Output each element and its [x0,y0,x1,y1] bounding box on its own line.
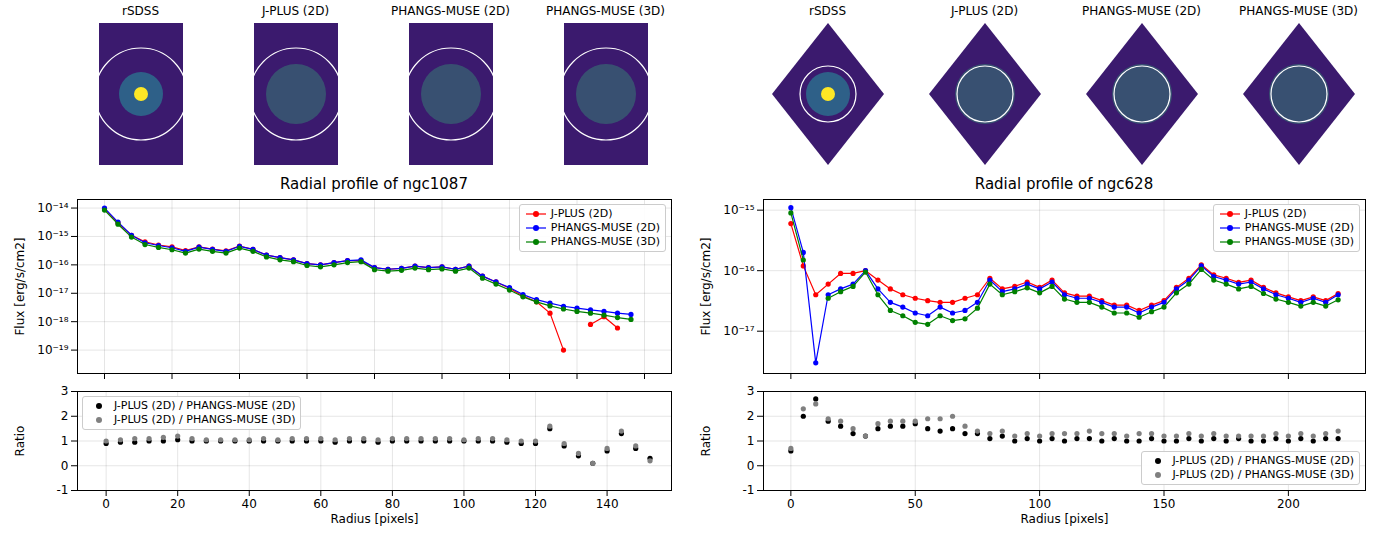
svg-text:20: 20 [170,497,185,511]
svg-text:Radius [pixels]: Radius [pixels] [330,512,418,526]
html-text:J-PLUS (2D): J-PLUS (2D) [950,4,1019,18]
svg-text:10⁻¹⁹: 10⁻¹⁹ [37,343,68,357]
svg-text:100: 100 [453,497,476,511]
html-text:rSDSS: rSDSS [122,4,159,18]
svg-text:2: 2 [747,409,755,423]
html-text:J-PLUS (2D) / PHANGS-MUSE (3D): J-PLUS (2D) / PHANGS-MUSE (3D) [114,413,296,426]
svg-text:100: 100 [1028,497,1051,511]
svg-text:200: 200 [1277,497,1300,511]
svg-text:0: 0 [61,459,69,473]
html-text:J-PLUS (2D) / PHANGS-MUSE (3D): J-PLUS (2D) / PHANGS-MUSE (3D) [1172,468,1354,481]
html-text:rSDSS: rSDSS [809,4,846,18]
svg-text:0: 0 [787,497,795,511]
svg-text:Flux [erg/s/cm2]: Flux [erg/s/cm2] [13,237,27,335]
svg-text:Radius [pixels]: Radius [pixels] [1020,512,1108,526]
html-text:PHANGS-MUSE (3D): PHANGS-MUSE (3D) [1244,235,1354,248]
svg-text:0: 0 [102,497,110,511]
html-text:PHANGS-MUSE (2D): PHANGS-MUSE (2D) [391,4,510,18]
svg-text:10⁻¹⁴: 10⁻¹⁴ [37,201,68,215]
html-text:PHANGS-MUSE (3D): PHANGS-MUSE (3D) [1239,4,1358,18]
svg-text:2: 2 [61,409,69,423]
svg-text:Flux [erg/s/cm2]: Flux [erg/s/cm2] [699,237,713,335]
html-text:J-PLUS (2D): J-PLUS (2D) [261,4,330,18]
svg-text:10⁻¹⁵: 10⁻¹⁵ [723,203,754,217]
html-text:J-PLUS (2D): J-PLUS (2D) [1244,207,1307,220]
html-text:PHANGS-MUSE (2D): PHANGS-MUSE (2D) [1244,221,1354,234]
html-text:PHANGS-MUSE (2D): PHANGS-MUSE (2D) [1082,4,1201,18]
svg-text:Ratio: Ratio [13,426,27,457]
svg-text:10⁻¹⁶: 10⁻¹⁶ [37,258,68,272]
svg-text:3: 3 [747,385,755,398]
svg-text:10⁻¹⁶: 10⁻¹⁶ [723,264,754,278]
svg-text:-1: -1 [743,483,755,497]
svg-text:1: 1 [747,434,755,448]
svg-text:10⁻¹⁸: 10⁻¹⁸ [37,315,68,329]
html-text:PHANGS-MUSE (3D): PHANGS-MUSE (3D) [546,4,665,18]
svg-text:3: 3 [61,385,69,398]
html-text:J-PLUS (2D): J-PLUS (2D) [550,207,613,220]
html-text:J-PLUS (2D) / PHANGS-MUSE (2D): J-PLUS (2D) / PHANGS-MUSE (2D) [1172,454,1354,467]
svg-text:80: 80 [385,497,400,511]
html-text:J-PLUS (2D) / PHANGS-MUSE (2D): J-PLUS (2D) / PHANGS-MUSE (2D) [114,399,296,412]
svg-text:10⁻¹⁵: 10⁻¹⁵ [37,229,68,243]
svg-text:10⁻¹⁷: 10⁻¹⁷ [723,324,754,338]
svg-text:1: 1 [61,434,69,448]
html-text:Radial profile of ngc1087: Radial profile of ngc1087 [280,175,468,193]
svg-text:150: 150 [1153,497,1176,511]
html-text:PHANGS-MUSE (2D): PHANGS-MUSE (2D) [550,221,660,234]
svg-text:-1: -1 [57,483,69,497]
svg-text:0: 0 [747,459,755,473]
svg-text:Ratio: Ratio [699,426,713,457]
svg-text:10⁻¹⁷: 10⁻¹⁷ [37,286,68,300]
svg-text:140: 140 [596,497,619,511]
svg-text:40: 40 [242,497,257,511]
html-text:Radial profile of ngc628: Radial profile of ngc628 [974,175,1154,193]
svg-text:50: 50 [908,497,923,511]
svg-text:60: 60 [313,497,328,511]
svg-text:120: 120 [524,497,547,511]
html-text:PHANGS-MUSE (3D): PHANGS-MUSE (3D) [550,235,660,248]
